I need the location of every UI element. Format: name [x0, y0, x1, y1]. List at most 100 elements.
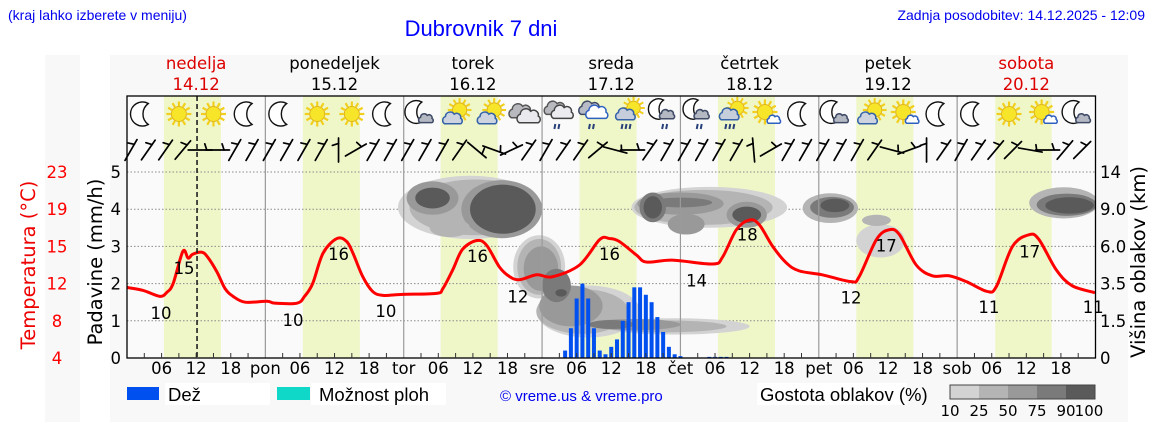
sun-small-cloud-icon — [752, 99, 782, 125]
temperature-value-label: 12 — [507, 287, 528, 306]
cloud-height-axis-label: 9.0 — [1100, 200, 1126, 219]
x-axis-label: 06 — [981, 359, 1002, 378]
wind-barb-icon — [1034, 142, 1061, 151]
last-update-timestamp: Zadnja posodobitev: 14.12.2025 - 12:09 — [897, 7, 1145, 23]
day-name: četrtek — [720, 54, 779, 73]
temperature-line — [127, 218, 1096, 306]
moon-icon — [371, 101, 392, 127]
x-axis-ticks — [143, 353, 1079, 358]
cloud-icon — [585, 104, 609, 120]
cloud-scale-label: 75 — [1027, 402, 1046, 420]
showers-legend-swatch — [277, 387, 310, 400]
sun-icon — [339, 101, 365, 127]
wind-barb-icon — [987, 139, 1005, 161]
rain-drops-icon — [620, 123, 632, 130]
temperature-axis-label: 19 — [47, 200, 68, 219]
wind-barb-icon — [366, 138, 380, 162]
cloud-icon — [766, 114, 782, 125]
temperature-labels: 10 15 10 16 10 16 12 16 14 18 12 17 11 17 11 — [151, 226, 1104, 330]
wind-barb-icon — [970, 139, 987, 161]
wind-barb-icon — [383, 138, 398, 162]
x-axis-label: 18 — [635, 359, 656, 378]
rain-bar — [655, 317, 660, 358]
rain-bar — [586, 298, 591, 358]
wind-barb-icon — [660, 138, 674, 162]
x-axis-labels: 06 12 18 pon 06 12 18 tor 06 12 18 sre 06 12 18 čet 06 12… — [151, 359, 1071, 378]
cloud-icon — [904, 114, 920, 125]
moon-icon — [233, 101, 254, 127]
sun-icon — [166, 101, 192, 127]
moon-icon — [129, 101, 150, 127]
wind-barb-icon — [539, 138, 553, 162]
moon-icon — [925, 101, 946, 127]
wind-barb-icon — [555, 139, 572, 161]
rain-bars — [563, 283, 729, 358]
wind-barb-icon — [314, 138, 329, 162]
rain-bar — [609, 346, 614, 358]
day-header: sreda 17.12 — [588, 54, 635, 94]
day-separators — [264, 96, 958, 358]
wind-barb-icon — [833, 138, 847, 162]
wind-barb-icon — [879, 144, 905, 154]
cloud-density-blob — [415, 187, 450, 209]
x-axis-label: 06 — [843, 359, 864, 378]
day-name: sobota — [998, 54, 1054, 73]
moon-cloud-rain-icon — [647, 98, 676, 130]
cloud-scale-swatch — [979, 385, 1008, 399]
cloud-icon — [417, 113, 434, 124]
cloud-scale-swatch — [950, 385, 979, 399]
legend: Dež Možnost ploh © vreme.us & vreme.pro … — [127, 383, 1103, 420]
rain-bar — [574, 298, 579, 358]
x-axis-label: 12 — [186, 359, 207, 378]
cloud-density-blob — [555, 289, 567, 297]
wind-barb-icon — [279, 138, 294, 162]
sun-cloud-rain-icon — [614, 96, 645, 130]
cloud-icon — [718, 107, 740, 121]
wind-barb-icon — [746, 137, 756, 163]
rain-bar — [568, 328, 573, 358]
cloud-density-legend-title: Gostota oblakov (%) — [760, 384, 928, 405]
temperature-axis-label: 4 — [52, 349, 63, 368]
wind-barb-icon — [572, 139, 589, 161]
wind-barb-icon — [798, 138, 813, 162]
wind-barb-icon — [850, 138, 865, 162]
rain-bar — [626, 302, 631, 358]
moon-cloud-icon — [404, 99, 434, 125]
cloud-icon — [658, 108, 676, 120]
cloud-icon — [693, 108, 710, 120]
temperature-value-label: 15 — [174, 259, 195, 278]
temperature-value-label: 18 — [737, 226, 758, 245]
rain-axis-title: Padavine (mm/h) — [84, 179, 107, 346]
day-date: 16.12 — [449, 75, 496, 94]
wind-barb-icon — [521, 139, 537, 161]
daylight-band — [995, 96, 1052, 358]
sun-icon — [862, 98, 887, 122]
legend-label-box — [311, 383, 446, 405]
x-axis-label: 06 — [705, 359, 726, 378]
wind-barb-icon — [245, 138, 259, 162]
wind-barb-icon — [331, 137, 340, 163]
sun-icon — [996, 101, 1022, 127]
cloud-height-axis-label: 6.0 — [1100, 237, 1126, 256]
wind-barb-icon — [694, 138, 709, 162]
x-axis-label: 06 — [151, 359, 172, 378]
rain-bar — [661, 331, 666, 358]
rain-bar — [649, 302, 654, 358]
cloud-scale-label: 10 — [940, 402, 959, 420]
sun-icon — [339, 101, 365, 127]
x-axis-label: 12 — [324, 359, 345, 378]
credit-link[interactable]: © vreme.us & vreme.pro — [500, 388, 663, 405]
moon-cloud-icon — [1061, 99, 1092, 125]
x-axis-label: pon — [250, 359, 281, 378]
x-axis-label: 18 — [774, 359, 795, 378]
temperature-value-label: 10 — [283, 311, 304, 330]
cloud-density-blob — [820, 198, 850, 213]
cloud-height-axis-label: 1.5 — [1100, 312, 1126, 331]
day-header: ponedeljek 15.12 — [289, 54, 380, 94]
wind-barb-icon — [262, 138, 277, 162]
moon-icon — [233, 101, 254, 127]
x-axis-label: pet — [805, 359, 833, 378]
rain-bar — [643, 294, 648, 358]
x-axis-label: čet — [668, 359, 694, 378]
